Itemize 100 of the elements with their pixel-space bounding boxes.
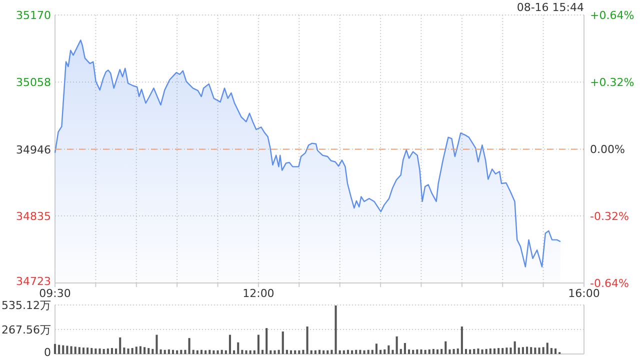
bar — [388, 345, 390, 354]
bar — [204, 350, 207, 354]
bar — [424, 350, 426, 354]
bar — [82, 348, 84, 354]
bar — [510, 348, 512, 354]
bar — [208, 350, 211, 354]
bar — [168, 349, 170, 354]
bar — [274, 350, 276, 354]
bar — [456, 348, 459, 354]
text: 08-16 15:44 — [516, 1, 584, 14]
bar — [78, 347, 80, 354]
bar — [538, 348, 540, 354]
bar — [220, 350, 223, 354]
bar — [428, 349, 430, 354]
bar — [506, 348, 508, 354]
y-tick-label: 0 — [44, 346, 51, 359]
y2-tick-label: -0.64% — [590, 277, 629, 290]
bar — [400, 348, 402, 354]
bar — [298, 350, 300, 354]
bar — [306, 326, 308, 354]
bar — [286, 350, 288, 354]
bar — [371, 350, 374, 354]
y-tick-label: 34723 — [16, 275, 51, 288]
bar — [156, 334, 158, 354]
bar — [355, 350, 358, 354]
bar — [282, 331, 284, 354]
bar — [94, 348, 97, 354]
bar — [302, 350, 304, 354]
bar — [270, 350, 272, 354]
bar — [432, 348, 434, 354]
bar — [290, 350, 292, 354]
bar — [106, 348, 109, 354]
y2-tick-label: +0.32% — [590, 76, 634, 89]
bar — [135, 346, 138, 354]
bar — [90, 348, 93, 354]
bar — [148, 348, 150, 354]
bar — [404, 343, 406, 354]
bar — [98, 348, 101, 354]
bar — [444, 341, 447, 354]
bar — [481, 349, 484, 354]
bar — [188, 338, 190, 354]
y2-tick-label: 0.00% — [590, 143, 625, 156]
bar — [257, 334, 260, 354]
y-tick-label: 34835 — [16, 210, 51, 223]
bar — [180, 350, 182, 354]
bar — [192, 350, 194, 354]
bar — [534, 348, 536, 354]
bar — [152, 348, 154, 354]
y-tick-label: 35058 — [16, 76, 51, 90]
bar — [224, 350, 227, 354]
bar — [518, 348, 520, 354]
bar — [144, 347, 146, 354]
bar — [241, 350, 244, 354]
bar — [416, 349, 418, 354]
bar — [86, 348, 89, 354]
bar — [196, 350, 198, 354]
bar — [375, 344, 378, 354]
bar — [452, 348, 455, 354]
bar — [420, 349, 422, 354]
bar — [326, 350, 329, 354]
bar — [176, 350, 178, 354]
bar — [473, 348, 476, 354]
bar — [436, 349, 439, 354]
bar — [363, 350, 366, 354]
y-tick-label: 267.56万 — [2, 324, 51, 336]
bar — [502, 348, 504, 354]
bar — [233, 350, 236, 354]
bar — [392, 350, 394, 354]
bar — [216, 350, 219, 354]
bar — [412, 350, 414, 354]
bar — [384, 349, 386, 354]
bar — [110, 348, 113, 354]
bar — [334, 305, 337, 354]
y-tick-label: 535.12万 — [2, 299, 51, 312]
bar — [160, 349, 162, 354]
bar — [448, 349, 451, 354]
x-tick-label: 12:00 — [242, 287, 274, 300]
bar — [359, 350, 362, 354]
bar — [266, 328, 268, 354]
bar — [314, 350, 316, 354]
bar — [485, 348, 488, 354]
bar — [212, 350, 215, 354]
bar — [342, 350, 345, 354]
bar — [200, 350, 203, 354]
bar — [526, 346, 528, 354]
bar — [318, 350, 321, 354]
bar — [380, 350, 382, 354]
bar — [396, 336, 398, 354]
bar — [249, 350, 252, 354]
bar — [58, 344, 60, 354]
bar — [464, 348, 468, 354]
bar — [262, 350, 264, 354]
bar — [542, 347, 544, 354]
bar — [74, 346, 76, 354]
bar — [514, 341, 516, 354]
bar — [367, 350, 370, 354]
bar — [139, 346, 142, 354]
bar — [477, 348, 480, 354]
bar — [322, 350, 325, 354]
y-tick-label: 35170 — [16, 9, 51, 22]
